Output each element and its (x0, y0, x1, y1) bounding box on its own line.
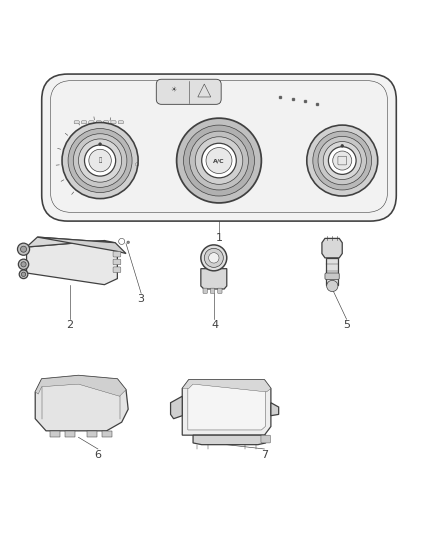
Circle shape (323, 142, 361, 180)
Polygon shape (170, 396, 182, 419)
Polygon shape (27, 240, 117, 285)
Circle shape (68, 128, 132, 192)
Polygon shape (27, 237, 115, 247)
Text: A/C: A/C (213, 158, 225, 163)
Circle shape (21, 246, 27, 252)
Circle shape (62, 123, 138, 199)
Polygon shape (87, 431, 97, 437)
Circle shape (21, 272, 26, 277)
Circle shape (190, 131, 248, 190)
Polygon shape (37, 237, 126, 254)
Circle shape (202, 143, 236, 178)
Circle shape (327, 280, 338, 292)
Circle shape (21, 262, 26, 267)
Polygon shape (326, 258, 338, 285)
Circle shape (73, 134, 127, 188)
Circle shape (127, 241, 130, 244)
Polygon shape (182, 380, 271, 435)
Circle shape (195, 137, 243, 184)
FancyBboxPatch shape (111, 121, 116, 124)
Circle shape (18, 259, 29, 270)
Text: 4: 4 (211, 320, 218, 330)
Circle shape (341, 144, 343, 147)
FancyBboxPatch shape (210, 288, 215, 293)
Text: 1: 1 (215, 233, 223, 244)
FancyBboxPatch shape (89, 121, 94, 124)
Circle shape (78, 139, 122, 182)
FancyBboxPatch shape (118, 121, 124, 124)
Text: 6: 6 (95, 450, 102, 459)
FancyBboxPatch shape (42, 74, 396, 221)
Text: 2: 2 (66, 320, 74, 330)
Polygon shape (66, 431, 75, 437)
Polygon shape (35, 375, 126, 396)
Circle shape (307, 125, 378, 196)
Circle shape (85, 145, 116, 176)
Polygon shape (102, 431, 112, 437)
Circle shape (18, 243, 30, 255)
FancyBboxPatch shape (113, 267, 121, 272)
FancyBboxPatch shape (96, 121, 101, 124)
Polygon shape (50, 431, 60, 437)
Text: 5: 5 (343, 320, 350, 330)
Circle shape (328, 147, 356, 174)
Circle shape (201, 245, 227, 271)
FancyBboxPatch shape (261, 435, 270, 443)
Polygon shape (193, 435, 266, 445)
Circle shape (318, 136, 367, 185)
Circle shape (119, 238, 125, 245)
Circle shape (206, 148, 232, 174)
FancyBboxPatch shape (103, 121, 109, 124)
Polygon shape (271, 403, 279, 416)
Polygon shape (201, 269, 227, 289)
Circle shape (177, 118, 261, 203)
Polygon shape (182, 380, 271, 392)
FancyBboxPatch shape (74, 121, 79, 124)
Polygon shape (322, 238, 342, 258)
Text: 3: 3 (138, 294, 145, 304)
FancyBboxPatch shape (325, 273, 339, 279)
FancyBboxPatch shape (203, 288, 207, 293)
Text: 7: 7 (261, 450, 268, 459)
Circle shape (99, 143, 101, 146)
Polygon shape (188, 382, 265, 430)
FancyBboxPatch shape (156, 79, 221, 104)
Circle shape (19, 270, 28, 279)
FancyBboxPatch shape (81, 121, 87, 124)
Circle shape (208, 253, 219, 263)
FancyBboxPatch shape (218, 288, 222, 293)
Circle shape (204, 248, 223, 268)
Polygon shape (35, 375, 128, 431)
Text: ⬡: ⬡ (135, 163, 139, 167)
Circle shape (313, 131, 372, 190)
Circle shape (333, 151, 352, 170)
Circle shape (184, 125, 254, 196)
FancyBboxPatch shape (113, 252, 121, 257)
Text: 🚗: 🚗 (99, 158, 102, 163)
Text: ☀: ☀ (170, 87, 176, 93)
Circle shape (89, 149, 111, 172)
FancyBboxPatch shape (113, 259, 121, 265)
